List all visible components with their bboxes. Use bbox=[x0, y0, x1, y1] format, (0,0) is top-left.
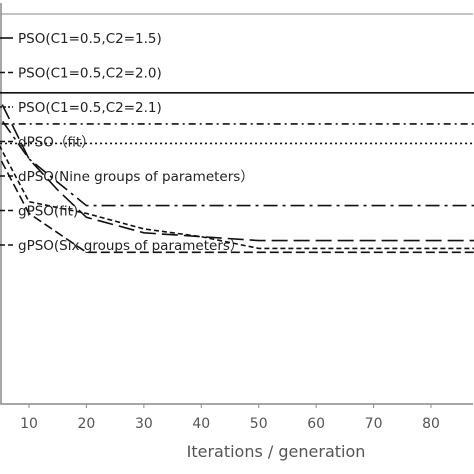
legend-label-7: gPSO(Six groups of parameters） bbox=[18, 238, 243, 254]
x-tick-label: 80 bbox=[422, 416, 440, 432]
series-line-4 bbox=[0, 116, 474, 207]
x-axis-ticks: 10 20 30 40 50 60 70 80 bbox=[20, 404, 440, 432]
x-tick-label: 20 bbox=[78, 416, 96, 432]
legend-label-2: PSO(C1=0.5,C2=2.0) bbox=[18, 66, 162, 82]
x-tick-label: 30 bbox=[135, 416, 153, 432]
x-tick-label: 70 bbox=[365, 416, 383, 432]
legend-label-5: dPSO(Nine groups of parameters） bbox=[18, 169, 254, 185]
legend-label-3: PSO(C1=0.5,C2=2.1) bbox=[18, 100, 162, 116]
x-tick-label: 50 bbox=[250, 416, 268, 432]
legend-label-6: gPSO(fit) bbox=[18, 204, 78, 220]
series-line-3 bbox=[0, 141, 474, 145]
legend: PSO(C1=0.5,C2=1.5) PSO(C1=0.5,C2=2.0) PSO(… bbox=[0, 31, 254, 254]
x-tick-label: 60 bbox=[307, 416, 325, 432]
legend-label-4: dPSO（fit） bbox=[18, 135, 95, 151]
x-axis-title: Iterations / generation bbox=[187, 442, 366, 461]
legend-label-1: PSO(C1=0.5,C2=1.5) bbox=[18, 31, 162, 47]
series-layer bbox=[0, 91, 474, 254]
series-line-2 bbox=[0, 99, 474, 242]
series-line-7 bbox=[0, 156, 474, 254]
x-tick-label: 40 bbox=[192, 416, 210, 432]
series-line-6 bbox=[0, 145, 474, 250]
x-tick-label: 10 bbox=[20, 416, 38, 432]
series-line-1 bbox=[0, 91, 474, 94]
series-line-5 bbox=[0, 122, 474, 125]
